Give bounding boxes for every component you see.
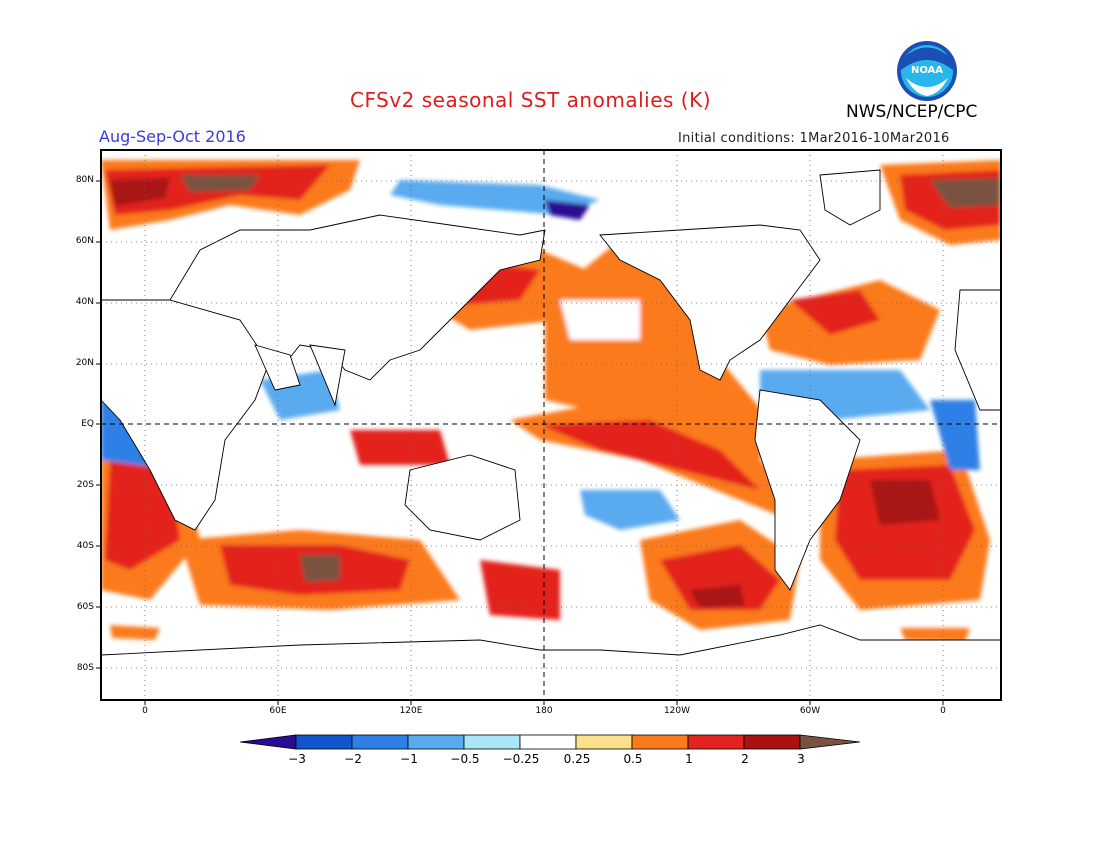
colorbar-label: −0.5 (450, 752, 480, 766)
anomaly-field (101, 150, 1001, 700)
lon-label-0-west: 0 (142, 706, 148, 716)
initial-conditions-label: Initial conditions: 1Mar2016-10Mar2016 (678, 131, 950, 146)
lat-label-20s: 20S (76, 480, 94, 490)
colorbar-max-arrow (799, 734, 861, 750)
lon-label-60e: 60E (269, 706, 287, 716)
colorbar-label: −1 (400, 752, 418, 766)
lat-label-60s: 60S (76, 602, 94, 612)
colorbar-min-arrow (239, 734, 297, 750)
colorbar-label: 3 (797, 752, 805, 766)
lat-label-40s: 40S (76, 541, 94, 551)
colorbar-label: −2 (344, 752, 362, 766)
lat-label-eq: EQ (81, 419, 94, 429)
colorbar-swatch (519, 734, 577, 750)
lat-label-20n: 20N (75, 358, 94, 368)
agency-label: NWS/NCEP/CPC (846, 102, 978, 122)
grid-lines (101, 150, 1001, 700)
lat-label-80n: 80N (75, 175, 94, 185)
lon-label-0-east: 0 (940, 706, 946, 716)
colorbar-label: 2 (741, 752, 749, 766)
colorbar-label: 1 (685, 752, 693, 766)
lon-label-60w: 60W (799, 706, 821, 716)
coastlines (101, 169, 1001, 700)
lon-label-180: 180 (535, 706, 553, 716)
map-frame (100, 149, 1002, 701)
colorbar-swatch (631, 734, 689, 750)
noaa-logo: NOAA (897, 41, 957, 101)
logo-text: NOAA (911, 65, 943, 76)
lon-label-120w: 120W (663, 706, 691, 716)
chart-title: CFSv2 seasonal SST anomalies (K) (350, 88, 711, 112)
colorbar-swatch (743, 734, 801, 750)
lat-label-40n: 40N (75, 297, 94, 307)
colorbar-swatch (351, 734, 409, 750)
colorbar (239, 734, 861, 750)
colorbar-swatch (687, 734, 745, 750)
colorbar-swatch (575, 734, 633, 750)
colorbar-label: 0.25 (563, 752, 591, 766)
lat-label-60n: 60N (75, 236, 94, 246)
season-label: Aug-Sep-Oct 2016 (99, 127, 246, 146)
lat-label-80s: 80S (76, 663, 94, 673)
axis-ticks (96, 180, 944, 705)
lon-label-120e: 120E (399, 706, 423, 716)
colorbar-label: 0.5 (623, 752, 643, 766)
colorbar-label: −3 (288, 752, 306, 766)
colorbar-swatch (295, 734, 353, 750)
colorbar-swatch (463, 734, 521, 750)
colorbar-swatch (407, 734, 465, 750)
colorbar-label: −0.25 (502, 752, 540, 766)
